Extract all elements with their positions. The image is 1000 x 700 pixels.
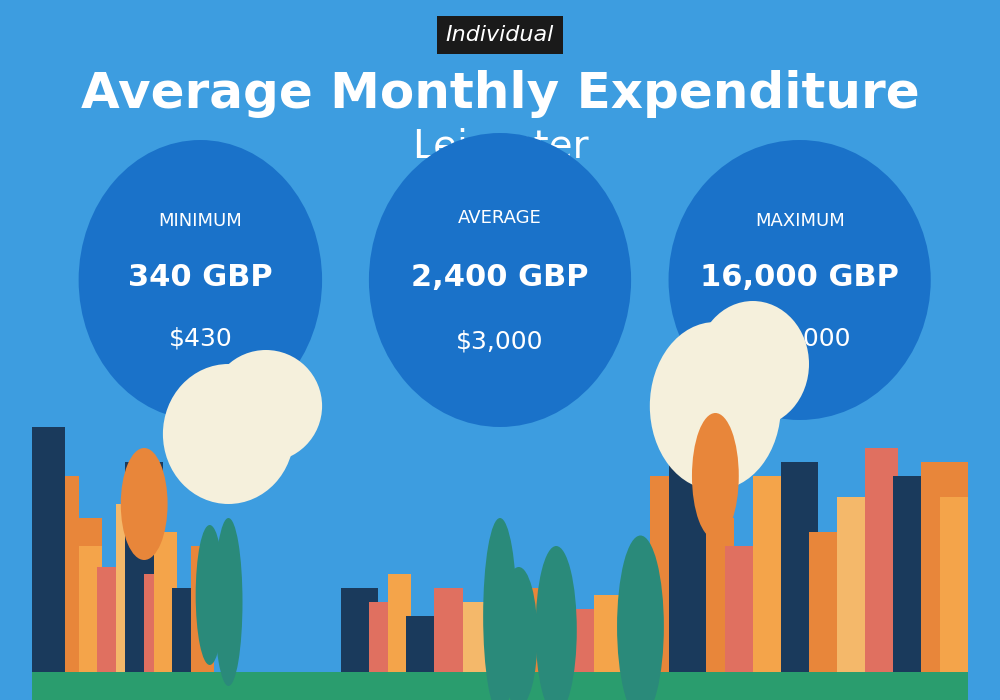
FancyBboxPatch shape: [32, 672, 968, 700]
FancyBboxPatch shape: [921, 462, 968, 672]
Ellipse shape: [79, 140, 322, 420]
Ellipse shape: [500, 567, 537, 700]
Text: Leicester: Leicester: [412, 128, 588, 166]
Ellipse shape: [483, 518, 517, 700]
FancyBboxPatch shape: [125, 462, 163, 672]
Ellipse shape: [196, 525, 224, 665]
FancyBboxPatch shape: [865, 448, 898, 672]
Text: 340 GBP: 340 GBP: [128, 262, 273, 292]
FancyBboxPatch shape: [144, 574, 172, 672]
Ellipse shape: [697, 301, 809, 427]
Ellipse shape: [369, 133, 631, 427]
FancyBboxPatch shape: [706, 518, 734, 672]
FancyBboxPatch shape: [463, 602, 500, 672]
Ellipse shape: [163, 364, 294, 504]
FancyBboxPatch shape: [65, 518, 102, 672]
FancyBboxPatch shape: [594, 595, 622, 672]
Text: MINIMUM: MINIMUM: [158, 212, 242, 230]
FancyBboxPatch shape: [622, 616, 659, 672]
FancyBboxPatch shape: [725, 546, 762, 672]
Ellipse shape: [669, 140, 931, 420]
FancyBboxPatch shape: [32, 476, 79, 672]
FancyBboxPatch shape: [940, 497, 968, 672]
FancyBboxPatch shape: [79, 546, 102, 672]
FancyBboxPatch shape: [893, 476, 931, 672]
FancyBboxPatch shape: [837, 497, 875, 672]
FancyBboxPatch shape: [341, 588, 378, 672]
FancyBboxPatch shape: [406, 616, 444, 672]
FancyBboxPatch shape: [500, 616, 528, 672]
FancyBboxPatch shape: [32, 427, 65, 672]
Ellipse shape: [121, 448, 168, 560]
FancyBboxPatch shape: [434, 588, 463, 672]
Ellipse shape: [650, 322, 781, 490]
Ellipse shape: [617, 536, 664, 700]
Ellipse shape: [692, 413, 739, 539]
Ellipse shape: [210, 350, 322, 462]
Text: 16,000 GBP: 16,000 GBP: [700, 262, 899, 292]
Text: Individual: Individual: [446, 25, 554, 45]
Text: Average Monthly Expenditure: Average Monthly Expenditure: [81, 71, 919, 118]
FancyBboxPatch shape: [172, 588, 200, 672]
Text: MAXIMUM: MAXIMUM: [755, 212, 845, 230]
FancyBboxPatch shape: [528, 588, 552, 672]
Text: 🇬🇧: 🇬🇧: [470, 176, 530, 223]
Text: $20,000: $20,000: [748, 327, 851, 351]
Ellipse shape: [214, 518, 242, 686]
FancyBboxPatch shape: [369, 602, 397, 672]
Text: $3,000: $3,000: [456, 330, 544, 354]
FancyBboxPatch shape: [781, 462, 818, 672]
FancyBboxPatch shape: [650, 476, 687, 672]
FancyBboxPatch shape: [116, 504, 149, 672]
FancyBboxPatch shape: [154, 532, 177, 672]
Text: 2,400 GBP: 2,400 GBP: [411, 262, 589, 292]
FancyBboxPatch shape: [97, 567, 125, 672]
FancyBboxPatch shape: [556, 609, 594, 672]
Text: AVERAGE: AVERAGE: [458, 209, 542, 228]
FancyBboxPatch shape: [191, 546, 214, 672]
FancyBboxPatch shape: [809, 532, 837, 672]
Text: $430: $430: [168, 327, 232, 351]
FancyBboxPatch shape: [388, 574, 411, 672]
Ellipse shape: [536, 546, 577, 700]
FancyBboxPatch shape: [753, 476, 786, 672]
FancyBboxPatch shape: [669, 427, 715, 672]
